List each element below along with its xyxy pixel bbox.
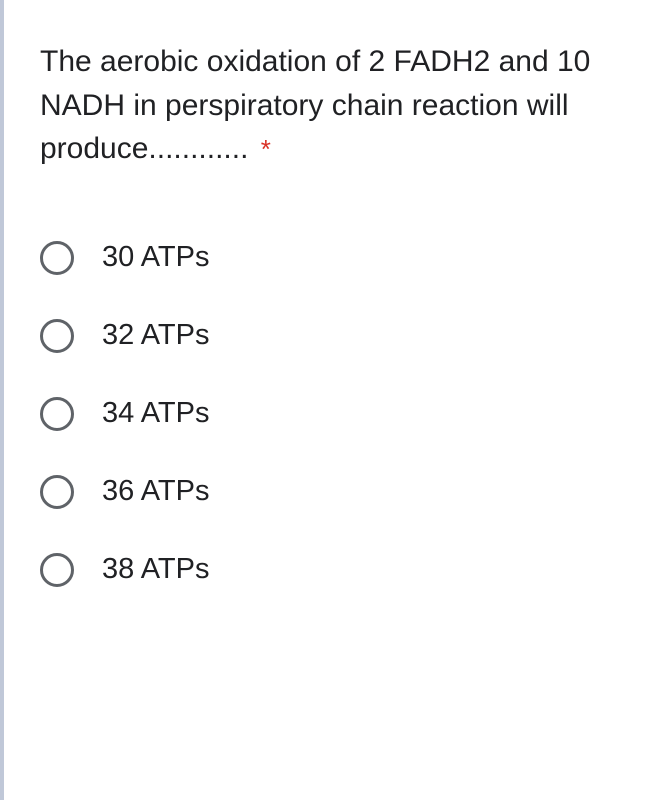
radio-icon[interactable]: [40, 553, 74, 587]
option-row-0[interactable]: 30 ATPs: [40, 219, 610, 297]
required-asterisk: *: [261, 134, 271, 164]
radio-icon[interactable]: [40, 397, 74, 431]
option-row-1[interactable]: 32 ATPs: [40, 297, 610, 375]
option-label: 32 ATPs: [102, 319, 209, 352]
question-text: The aerobic oxidation of 2 FADH2 and 10 …: [40, 40, 610, 171]
option-label: 36 ATPs: [102, 475, 209, 508]
option-label: 34 ATPs: [102, 397, 209, 430]
radio-icon[interactable]: [40, 241, 74, 275]
question-body: The aerobic oxidation of 2 FADH2 and 10 …: [40, 45, 590, 165]
option-label: 38 ATPs: [102, 553, 209, 586]
option-label: 30 ATPs: [102, 241, 209, 274]
radio-icon[interactable]: [40, 319, 74, 353]
options-container: 30 ATPs 32 ATPs 34 ATPs 36 ATPs 38 ATPs: [40, 219, 610, 609]
radio-icon[interactable]: [40, 475, 74, 509]
option-row-2[interactable]: 34 ATPs: [40, 375, 610, 453]
option-row-4[interactable]: 38 ATPs: [40, 531, 610, 609]
option-row-3[interactable]: 36 ATPs: [40, 453, 610, 531]
